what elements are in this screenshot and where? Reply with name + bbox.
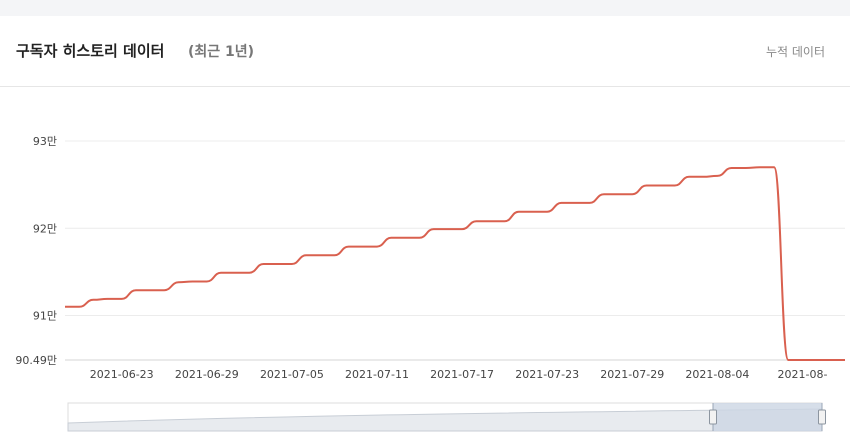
cumulative-data-toggle[interactable]: 누적 데이터 xyxy=(765,45,825,59)
navigator-right-handle[interactable] xyxy=(818,409,826,425)
x-tick-label: 2021-08-04 xyxy=(685,368,749,381)
y-tick-label: 90.49만 xyxy=(15,354,57,367)
x-tick-label: 2021-06-29 xyxy=(175,368,239,381)
x-tick-label: 2021-08- xyxy=(777,368,827,381)
x-tick-label: 2021-07-11 xyxy=(345,368,409,381)
y-tick-label: 91만 xyxy=(33,310,57,323)
subscriber-history-chart: 93만 92만 91만 90.49만 2021-06-23 2021-06-29 2021-… xyxy=(15,135,845,432)
x-tick-label: 2021-07-29 xyxy=(600,368,664,381)
navigator-selection[interactable] xyxy=(713,403,822,431)
navigator-left-handle[interactable] xyxy=(709,409,717,425)
chart-title: 구독자 히스토리 데이터 xyxy=(16,42,165,60)
x-tick-label: 2021-07-17 xyxy=(430,368,494,381)
series-line xyxy=(64,166,845,361)
chart-header: 구독자 히스토리 데이터 (최근 1년) 누적 데이터 xyxy=(0,16,850,87)
x-tick-label: 2021-07-23 xyxy=(515,368,579,381)
x-tick-label: 2021-07-05 xyxy=(260,368,324,381)
top-strip xyxy=(0,0,850,16)
x-tick-label: 2021-06-23 xyxy=(90,368,154,381)
chart-subtitle: (최근 1년) xyxy=(188,44,255,60)
y-tick-label: 92만 xyxy=(33,222,57,235)
y-tick-label: 93만 xyxy=(33,135,57,148)
